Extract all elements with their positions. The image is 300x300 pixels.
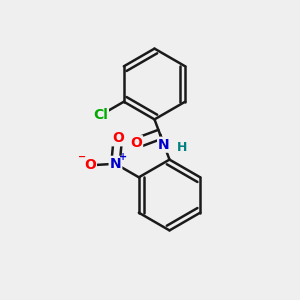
Text: N: N xyxy=(158,138,170,152)
Text: O: O xyxy=(112,131,124,145)
Text: O: O xyxy=(84,158,96,172)
Text: O: O xyxy=(130,136,142,150)
Text: H: H xyxy=(177,141,188,154)
Text: Cl: Cl xyxy=(93,108,108,122)
Text: N: N xyxy=(110,157,121,171)
Text: +: + xyxy=(119,152,127,162)
Text: −: − xyxy=(77,152,86,162)
